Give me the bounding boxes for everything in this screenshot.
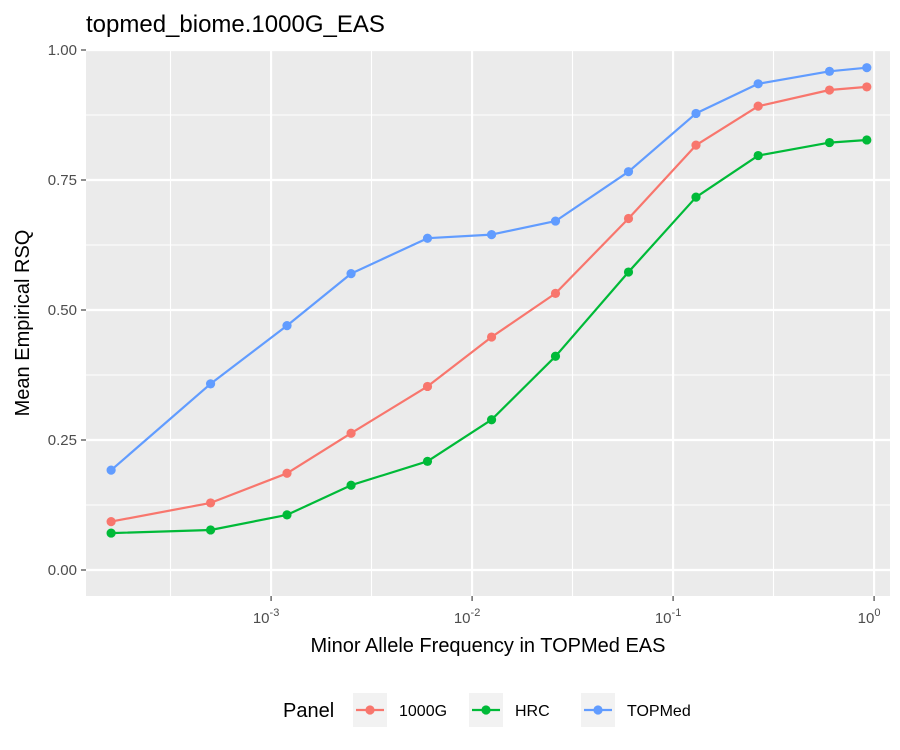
x-tick-label-exponent: -1 — [672, 607, 682, 619]
data-point-1000g — [862, 82, 872, 92]
y-tick-label: 1.00 — [48, 42, 77, 59]
data-point-hrc — [753, 150, 763, 161]
series-layer — [106, 63, 872, 538]
x-tick-label-exponent: -3 — [270, 607, 280, 619]
data-point-1000g — [753, 101, 763, 111]
data-point-topmed — [623, 167, 634, 177]
x-tick-label: 100 — [858, 607, 881, 627]
series-line-hrc — [111, 138, 867, 535]
x-tick-label: 10-2 — [454, 607, 480, 627]
data-point-1000g — [282, 468, 292, 478]
data-point-hrc — [486, 415, 497, 425]
data-point-hrc — [106, 528, 116, 538]
data-point-hrc — [691, 192, 701, 202]
data-point-topmed — [550, 216, 561, 226]
data-point-topmed — [862, 63, 872, 73]
x-axis-title: Minor Allele Frequency in TOPMed EAS — [311, 635, 666, 657]
legend-key-point — [365, 705, 375, 715]
x-tick-label-exponent: -2 — [471, 607, 481, 619]
minor-gridlines — [86, 50, 890, 596]
data-point-hrc — [422, 456, 433, 466]
data-point-hrc — [862, 135, 872, 145]
data-point-topmed — [205, 379, 216, 389]
data-point-1000g — [623, 213, 634, 224]
y-tick-label: 0.50 — [48, 302, 77, 319]
legend-key-point — [593, 705, 603, 715]
data-point-topmed — [106, 465, 116, 475]
data-point-topmed — [753, 79, 763, 89]
data-point-hrc — [550, 351, 561, 361]
x-tick-label-base: 10 — [858, 610, 875, 627]
data-point-1000g — [550, 288, 561, 298]
data-point-topmed — [486, 230, 497, 240]
legend-label: 1000G — [399, 703, 447, 720]
data-point-1000g — [422, 381, 433, 392]
data-point-topmed — [422, 233, 433, 243]
data-point-1000g — [205, 498, 216, 508]
data-point-1000g — [106, 517, 116, 527]
y-tick-label: 0.25 — [48, 432, 77, 449]
major-gridlines — [86, 48, 890, 596]
y-axis: 0.00 0.25 0.50 0.75 1.00 — [48, 42, 86, 579]
x-tick-label-base: 10 — [253, 610, 270, 627]
y-tick-label: 0.75 — [48, 172, 77, 189]
data-point-hrc — [623, 267, 634, 277]
x-tick-label-base: 10 — [454, 610, 471, 627]
x-tick-label-base: 10 — [655, 610, 672, 627]
plot-panel — [86, 50, 890, 596]
series-line-1000g — [110, 85, 867, 523]
y-tick-label: 0.00 — [48, 562, 77, 579]
y-axis-title: Mean Empirical RSQ — [12, 230, 34, 417]
legend-label: HRC — [515, 703, 550, 720]
data-point-1000g — [346, 428, 356, 438]
data-point-1000g — [691, 140, 701, 150]
x-tick-label: 10-1 — [655, 607, 681, 627]
data-point-topmed — [282, 321, 292, 331]
series-line-topmed — [110, 66, 867, 472]
data-point-1000g — [824, 85, 835, 95]
data-point-hrc — [205, 525, 216, 535]
data-point-hrc — [824, 137, 835, 148]
legend-title: Panel — [283, 700, 334, 722]
legend-key-point — [481, 705, 491, 715]
data-point-topmed — [824, 66, 835, 76]
legend: Panel 1000G HRC TOPMed — [283, 693, 691, 727]
data-point-topmed — [346, 269, 356, 279]
x-tick-label: 10-3 — [253, 607, 279, 627]
data-point-topmed — [691, 108, 701, 119]
legend-label: TOPMed — [627, 703, 691, 720]
data-point-1000g — [486, 332, 497, 342]
chart-title: topmed_biome.1000G_EAS — [86, 11, 385, 38]
x-axis: 10-3 10-2 10-1 100 — [253, 596, 881, 627]
data-point-hrc — [346, 480, 356, 490]
data-point-hrc — [282, 510, 292, 520]
x-tick-label-exponent: 0 — [874, 607, 880, 619]
